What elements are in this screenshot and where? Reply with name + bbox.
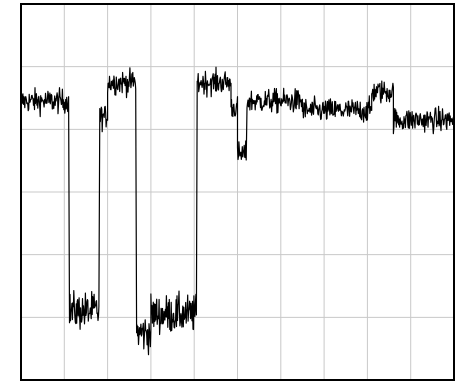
grid-lines: [21, 4, 454, 380]
signal-trace: [20, 66, 455, 356]
plot-frame: [20, 3, 455, 381]
signal-trace-group: [20, 66, 455, 356]
